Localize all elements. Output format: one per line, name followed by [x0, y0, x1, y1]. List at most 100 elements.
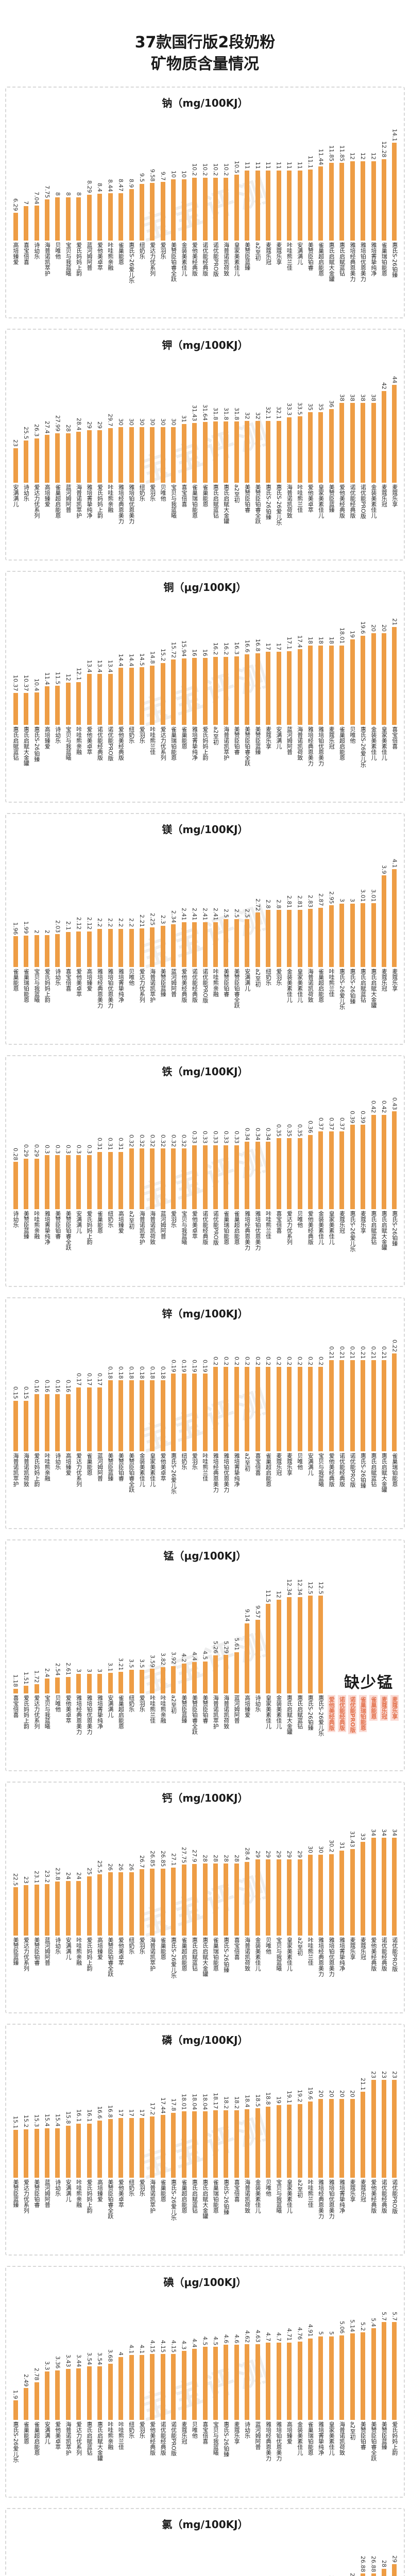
category-label: 皇家美素佳儿	[317, 484, 324, 518]
category-label: 惠氏S-26铂臻	[307, 1695, 314, 1731]
category-label: 爱羽乐	[139, 1937, 146, 1954]
bar-column: 7	[21, 201, 31, 241]
bar-value-label: 4	[117, 2352, 125, 2355]
category-label: 金装美素佳儿	[317, 1211, 324, 1245]
bar	[266, 910, 271, 967]
bar-value-label: 11.5	[54, 671, 61, 685]
bar-column: 3.92	[168, 1652, 179, 1693]
bar-value-label: 28	[201, 1855, 209, 1862]
category-label: 雀巢瑞铂能恩	[223, 1211, 230, 1245]
bar-column: 0.28	[10, 1148, 21, 1209]
bar	[245, 2109, 250, 2178]
bar-value-label: 5.2	[360, 2321, 367, 2331]
bar-column: 2.25	[147, 913, 158, 967]
missing-product-label: 麦蔻乐享	[389, 1695, 400, 1766]
category-label: 贝唯他	[54, 242, 61, 259]
bar-column: 26.88	[368, 2556, 379, 2576]
bar-value-label: 11	[265, 161, 272, 169]
category-label: 爱氏妈妈上韵	[391, 2421, 398, 2455]
chart-card-0: 宝宝评测 钠（mg/100KJ） 6.29 7 7.04 7.75 8 8 8 8.29 8.4 8.…	[5, 87, 405, 318]
bar-column: 1.18	[10, 1674, 21, 1693]
bar-column: 7.04	[31, 192, 42, 241]
category-label: 咔哇熊亲融	[33, 1211, 40, 1239]
bar-value-label: 28.4	[75, 417, 82, 431]
category-label: 金装美素佳儿	[254, 2179, 262, 2213]
bar	[329, 1360, 334, 1451]
bar-column: 30	[147, 418, 158, 483]
bar	[371, 1838, 376, 1936]
bar-value-label: 19	[275, 2096, 282, 2104]
bar-value-label: 34	[381, 1829, 388, 1836]
bar-value-label: 18.01	[338, 628, 346, 644]
category-label: 惠氏S-26铂臻	[223, 2179, 230, 2215]
bar-column: 10	[179, 171, 189, 241]
bar-value-label: 10	[180, 171, 187, 178]
bar-value-label: 2.41	[180, 908, 187, 921]
bar	[234, 1367, 239, 1451]
category-label: a2至初	[349, 2421, 356, 2440]
bar	[371, 2080, 376, 2178]
bar	[350, 1849, 355, 1936]
bar	[308, 646, 313, 725]
bar	[160, 1380, 165, 1451]
bar-value-label: 2.83	[306, 894, 314, 908]
category-label: 爱羽乐	[149, 484, 156, 501]
bar-value-label: 0.2	[254, 1356, 261, 1366]
bar-value-label: 16.1	[75, 2109, 82, 2122]
bar-column: 11	[252, 162, 263, 241]
bar	[171, 427, 176, 483]
chart-title: 氯（mg/100KJ）	[162, 2518, 248, 2531]
missing-product-label: 诺优能经典版	[337, 1695, 347, 1766]
bar-column: 3	[84, 1669, 94, 1693]
category-label: 爱他美经典版	[338, 484, 346, 518]
category-label: 雀巢超启能恩	[54, 484, 61, 518]
bar-column: 0.33	[231, 1131, 242, 1209]
bar-column: 0.19	[189, 1360, 199, 1451]
bar-value-label: 33.3	[286, 403, 293, 416]
bar-column: 18.4	[242, 2095, 252, 2178]
bar-value-label: 31	[338, 1842, 346, 1850]
category-label: 爱他美卓萃	[191, 1211, 198, 1239]
bar-value-label: 31.8	[212, 407, 219, 420]
bar	[339, 163, 345, 241]
bar-column: 0.17	[74, 1373, 84, 1451]
bar-column: 3.68	[105, 2349, 115, 2420]
bar	[181, 1374, 186, 1451]
bar-column: 0.37	[337, 1117, 347, 1209]
bar	[308, 1134, 313, 1209]
bar-column: 11.5	[263, 1590, 274, 1693]
plot-area: 10.37 10.37 10.4 11.4 11.5 12 12.1 13.4 13.4 13.4…	[9, 595, 401, 725]
bar-value-label: 29	[254, 1850, 261, 1858]
bar	[287, 1597, 292, 1693]
category-label: 爱他美卓萃	[96, 242, 104, 270]
category-axis: 诗幼乐 美赞臣蓝臻 咔哇熊亲融 雅培菁挚纯净 美赞臣铂睿 美赞臣铂睿全跃 安满满儿 爱氏妈妈上…	[9, 1211, 401, 1282]
bar-column: 32.1	[274, 406, 284, 483]
bar	[234, 1652, 239, 1693]
bar-value-label: 2.12	[75, 917, 82, 930]
bar-column: 26	[105, 1863, 115, 1936]
bar-column: 18.8	[263, 2092, 274, 2178]
category-label: 麦蔻乐享	[391, 969, 398, 991]
bar-value-label: 11.44	[317, 148, 324, 165]
bar-value-label: 25.5	[23, 426, 30, 439]
bar-value-label: 2.03	[54, 920, 61, 933]
bar	[213, 421, 218, 483]
category-label: 皇家美素佳儿	[233, 242, 241, 276]
category-label: 宝贝与我蓝曦	[170, 484, 177, 518]
category-label: 爱氏妈妈上韵	[44, 969, 51, 1003]
bar-column: 5.26	[210, 1641, 220, 1693]
bar	[245, 919, 250, 967]
bar-column: 26.85	[158, 1851, 168, 1936]
bar-value-label: 17	[265, 643, 272, 651]
bar-column: 3.43	[63, 2354, 73, 2420]
category-label: 麦蔻乐享	[391, 484, 398, 507]
category-label: 咔哇熊兰佳	[149, 726, 156, 755]
bar-value-label: 0.32	[159, 1134, 166, 1147]
bar-column: 0.39	[357, 1111, 368, 1209]
category-label: 惠氏S-26爱儿乐	[170, 1453, 177, 1494]
bar-column: 10.2	[189, 163, 199, 241]
bar	[65, 1880, 71, 1936]
category-label: 雅培铂优恩美力	[328, 2179, 335, 2219]
bar-column: 2.4	[42, 1668, 52, 1693]
bar-value-label: 5.7	[391, 2311, 398, 2321]
